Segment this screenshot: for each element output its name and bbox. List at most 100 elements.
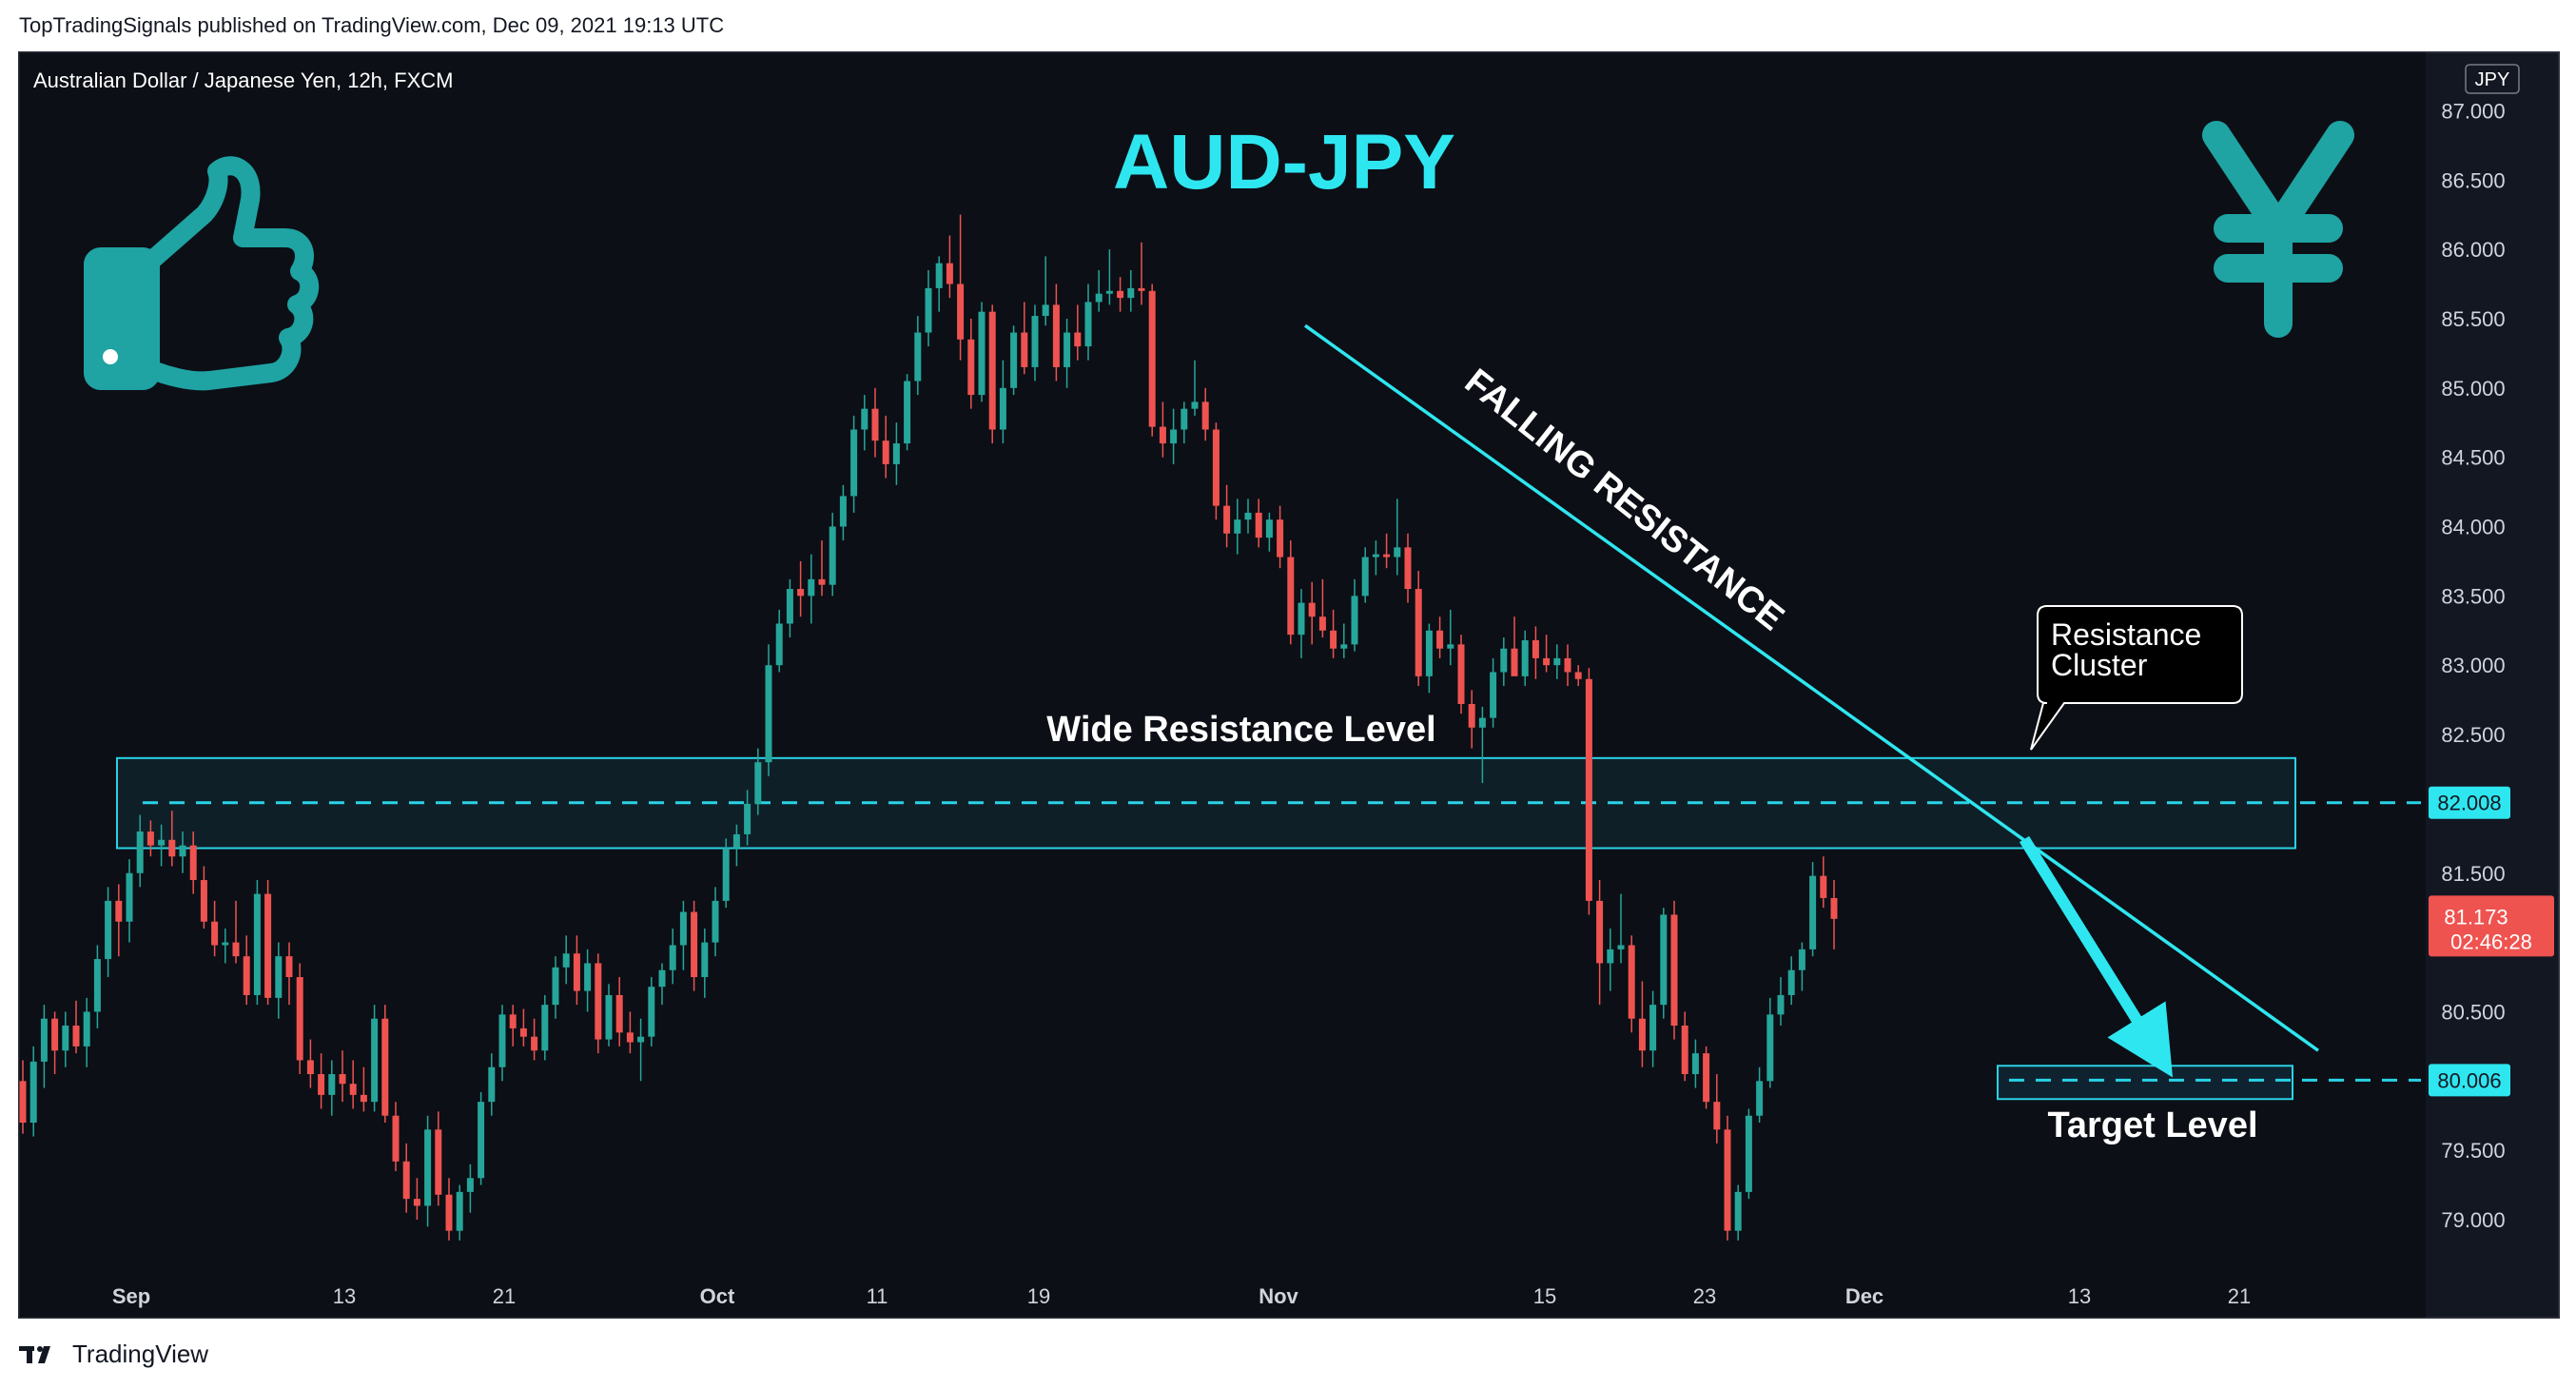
current-price-badge	[2429, 895, 2554, 957]
candle-body	[1511, 648, 1518, 676]
candle-body	[1361, 557, 1369, 597]
candle-body	[904, 381, 911, 444]
candle-body	[744, 803, 751, 834]
candle-body	[189, 845, 197, 881]
candle-body	[19, 1081, 27, 1124]
currency-badge-box[interactable]	[2465, 64, 2520, 94]
candle-body	[179, 845, 186, 857]
candle-body	[531, 1036, 538, 1051]
candle-body	[29, 1061, 37, 1124]
candle-body	[1809, 875, 1817, 949]
candle-body	[72, 1026, 80, 1047]
candle-body	[1457, 644, 1465, 704]
thumbs-up-icon	[84, 156, 320, 391]
tradingview-logo-icon	[19, 1345, 50, 1363]
candle-body	[1010, 332, 1018, 388]
candle-body	[1468, 703, 1475, 728]
callout-line-2: Cluster	[2051, 648, 2148, 682]
candle-body	[1478, 717, 1486, 728]
candle-body	[605, 994, 613, 1040]
candle-body	[1574, 672, 1582, 679]
x-tick-label: Sep	[112, 1284, 150, 1308]
candle-body	[275, 956, 283, 998]
yen-icon	[2202, 121, 2354, 338]
candle-body	[1745, 1115, 1752, 1192]
candle-body	[1564, 657, 1571, 673]
candle-body	[498, 1014, 506, 1067]
candle-body	[1351, 596, 1358, 645]
candle-body	[1084, 302, 1092, 347]
candles-layer	[19, 214, 1838, 1241]
y-tick-label: 80.500	[2441, 1000, 2505, 1024]
candle-body	[1064, 332, 1071, 367]
candle-body	[1660, 914, 1668, 1006]
candle-body	[1681, 1026, 1688, 1075]
candle-body	[488, 1066, 496, 1103]
candle-body	[573, 953, 580, 991]
candle-body	[882, 440, 889, 464]
candle-body	[1532, 639, 1539, 658]
candle-body	[552, 967, 559, 1006]
candle-body	[988, 311, 996, 430]
candle-body	[765, 665, 772, 763]
candle-body	[115, 900, 123, 922]
candle-body	[1372, 554, 1379, 558]
candle-body	[1798, 949, 1805, 970]
candle-body	[925, 287, 932, 333]
candle-body	[1447, 644, 1454, 649]
candle-body	[1404, 547, 1412, 590]
candle-body	[1724, 1129, 1731, 1231]
candle-body	[1074, 332, 1082, 347]
candle-body	[40, 1018, 48, 1062]
candle-body	[967, 339, 975, 396]
candle-body	[839, 496, 847, 527]
candle-body	[892, 443, 900, 464]
candle-body	[1159, 426, 1166, 444]
candle-body	[615, 994, 623, 1033]
candle-body	[1607, 949, 1614, 964]
candle-body	[1191, 401, 1199, 409]
target-zone	[1997, 1065, 2293, 1101]
candle-body	[1105, 290, 1113, 294]
currency-badge: JPY	[2475, 69, 2510, 90]
x-tick-label: 21	[2228, 1284, 2251, 1308]
candle-body	[466, 1178, 474, 1192]
candle-body	[775, 623, 783, 666]
candle-body	[978, 311, 986, 396]
y-tick-label: 83.500	[2441, 584, 2505, 608]
candle-body	[435, 1129, 442, 1195]
candle-body	[1298, 602, 1305, 636]
candle-body	[1777, 994, 1785, 1015]
y-tick-label: 81.500	[2441, 862, 2505, 886]
candle-body	[1265, 519, 1273, 538]
candle-body	[1703, 1053, 1710, 1103]
candle-body	[360, 1094, 367, 1103]
candle-body	[306, 1060, 314, 1075]
candle-body	[1042, 304, 1049, 317]
target-level-label: Target Level	[2047, 1105, 2257, 1145]
candle-body	[1617, 945, 1625, 949]
x-tick-label: 13	[2068, 1284, 2091, 1308]
candle-body	[328, 1074, 336, 1095]
candle-body	[1553, 657, 1561, 666]
candle-body	[861, 408, 868, 430]
candle-body	[669, 945, 676, 970]
brand-label: TradingView	[72, 1340, 209, 1368]
candle-body	[222, 942, 229, 946]
candle-body	[754, 762, 762, 804]
candle-body	[1830, 897, 1838, 919]
countdown-label: 02:46:28	[2450, 929, 2532, 953]
price-level-badge	[2429, 786, 2510, 819]
candle-body	[146, 831, 154, 846]
candle-body	[1212, 429, 1220, 506]
candle-body	[381, 1018, 389, 1116]
candle-body	[296, 977, 303, 1061]
price-level-label: 82.008	[2437, 792, 2501, 815]
candle-body	[1628, 945, 1635, 1019]
candle-body	[1490, 672, 1497, 718]
candle-body	[1521, 639, 1529, 676]
y-tick-label: 82.500	[2441, 723, 2505, 747]
candle-body	[584, 963, 592, 991]
publish-note: TopTradingSignals published on TradingVi…	[19, 13, 725, 37]
